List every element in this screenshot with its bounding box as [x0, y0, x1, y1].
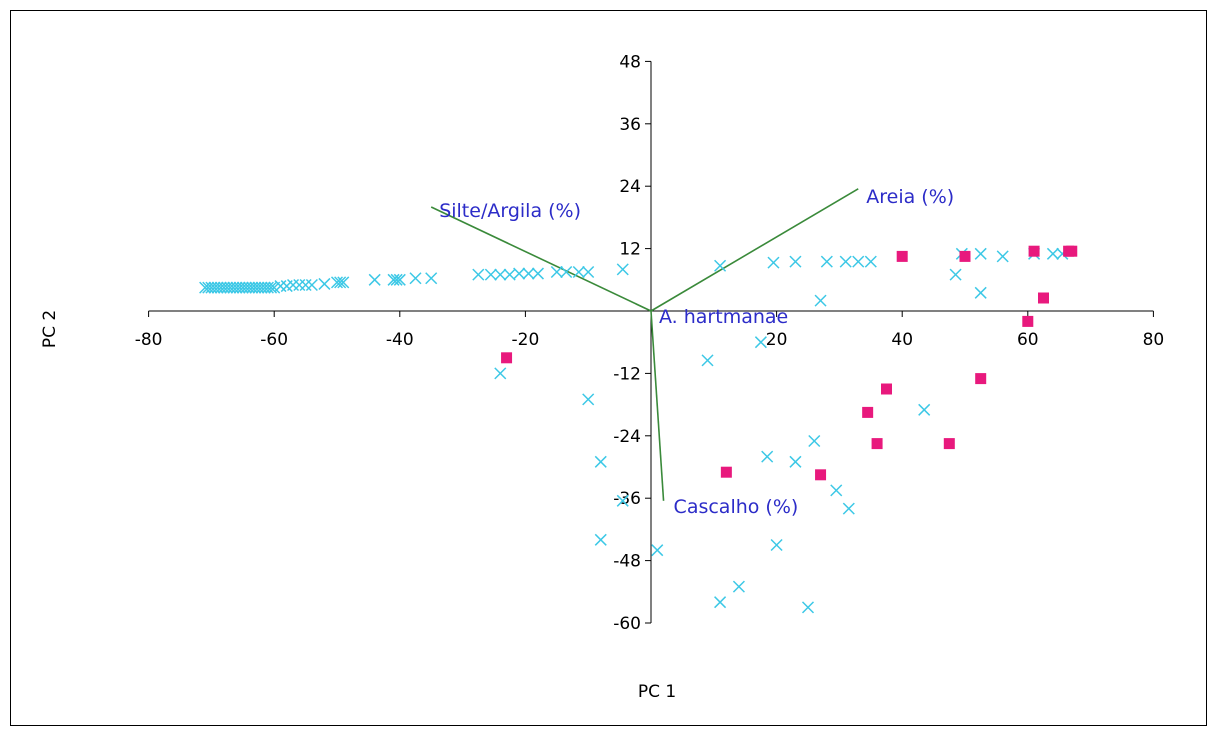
vector-label: Areia (%)	[866, 186, 954, 208]
square-point	[959, 250, 971, 262]
loading-vector	[430, 206, 652, 312]
square-point	[1038, 292, 1049, 304]
cross-point	[594, 533, 607, 546]
x-tick-label: -80	[135, 330, 163, 350]
square-point	[501, 352, 513, 364]
cross-point	[651, 544, 664, 557]
vector-label: Silte/Argila (%)	[439, 200, 581, 222]
cross-point	[513, 267, 526, 280]
cross-point	[616, 494, 629, 507]
y-tick-label: 48	[619, 52, 641, 72]
y-tick-label: -60	[613, 614, 641, 634]
cross-point	[560, 265, 573, 279]
square-point	[1022, 315, 1034, 327]
cross-point	[550, 265, 563, 279]
y-tick-label: -48	[613, 552, 641, 572]
square-point	[720, 466, 732, 478]
cross-point	[820, 255, 833, 268]
cross-point	[732, 580, 745, 593]
cross-point	[572, 265, 585, 279]
pca-biplot: -80 -60 -40 -20 20 40 60 8048362412-12-24-36-48…	[40, 52, 1164, 702]
cross-point	[293, 278, 306, 292]
cross-point	[299, 278, 312, 292]
cross-point	[472, 268, 485, 281]
square-point	[871, 438, 883, 450]
x-tick-label: 80	[1143, 330, 1165, 350]
axes: -80 -60 -40 -20 20 40 60 8048362412-12-24-36-48…	[40, 52, 1164, 702]
x-tick-label: 60	[1017, 330, 1039, 350]
cross-point	[494, 367, 507, 380]
cross-point	[801, 601, 815, 614]
cross-point	[582, 393, 595, 406]
cross-point	[494, 268, 507, 281]
vector-label: Cascalho (%)	[674, 496, 799, 518]
cross-point	[830, 484, 843, 497]
y-tick-label: 12	[619, 240, 641, 260]
cross-point	[425, 272, 438, 285]
cross-point	[368, 273, 381, 286]
square-point	[975, 373, 987, 385]
labels: Silte/Argila (%) Areia (%) Cascalho (%) A. …	[439, 186, 954, 518]
cross-point	[701, 354, 714, 367]
y-tick-label: 24	[619, 177, 641, 197]
cross-point	[393, 273, 406, 286]
vector-label: A. hartmanae	[659, 306, 788, 328]
x-axis-title: PC 1	[638, 682, 676, 702]
cross-point	[949, 268, 962, 281]
cross-point	[864, 255, 877, 268]
cross-point	[390, 273, 403, 286]
cross-point	[996, 250, 1009, 263]
cross-point	[714, 259, 727, 272]
square-point	[815, 469, 827, 481]
loading-vector	[650, 188, 859, 312]
cross-point	[842, 502, 855, 515]
cross-point	[789, 255, 802, 268]
square-point	[943, 438, 955, 450]
y-tick-label: -24	[613, 427, 641, 447]
y-axis-title: PC 2	[40, 310, 60, 348]
cross-point	[852, 255, 865, 268]
cross-point	[918, 403, 931, 416]
cross-point	[814, 294, 827, 307]
y-tick-label: -12	[613, 364, 641, 384]
cross-point	[318, 277, 331, 290]
loading-vectors	[430, 188, 859, 501]
cross-point	[409, 272, 422, 285]
cross-point	[1046, 247, 1059, 260]
cross-point	[714, 596, 727, 609]
cross-point	[616, 263, 629, 276]
x-tick-label: 20	[766, 330, 788, 350]
cross-point	[287, 278, 300, 292]
square-point	[881, 383, 892, 395]
cross-point	[761, 450, 774, 463]
square-point	[862, 406, 874, 418]
square-point	[896, 250, 908, 262]
cross-point	[974, 286, 987, 299]
cross-point	[337, 276, 350, 289]
x-tick-label: -60	[260, 330, 288, 350]
cross-point	[767, 256, 780, 269]
x-tick-label: -20	[512, 330, 540, 350]
cross-point	[594, 455, 607, 468]
cross-point	[334, 276, 347, 289]
y-tick-label: 36	[619, 115, 641, 135]
x-tick-label: -40	[386, 330, 414, 350]
cross-point	[754, 336, 767, 349]
cross-point	[839, 255, 852, 268]
cross-point	[770, 538, 783, 552]
cross-point	[531, 267, 544, 280]
cross-point	[808, 434, 821, 448]
square-point	[1028, 245, 1040, 257]
cross-point	[522, 267, 535, 280]
data-points	[199, 245, 1078, 614]
cross-point	[484, 268, 497, 281]
chart-frame: -80 -60 -40 -20 20 40 60 80 48 36 24 12 -12 -24 -36 -48…	[10, 10, 1207, 726]
cross-point	[582, 265, 595, 279]
square-point	[1066, 245, 1078, 257]
cross-point	[305, 278, 318, 292]
x-tick-label: 40	[891, 330, 913, 350]
loading-vector	[650, 310, 665, 501]
cross-point	[789, 455, 802, 468]
cross-point	[974, 247, 987, 260]
